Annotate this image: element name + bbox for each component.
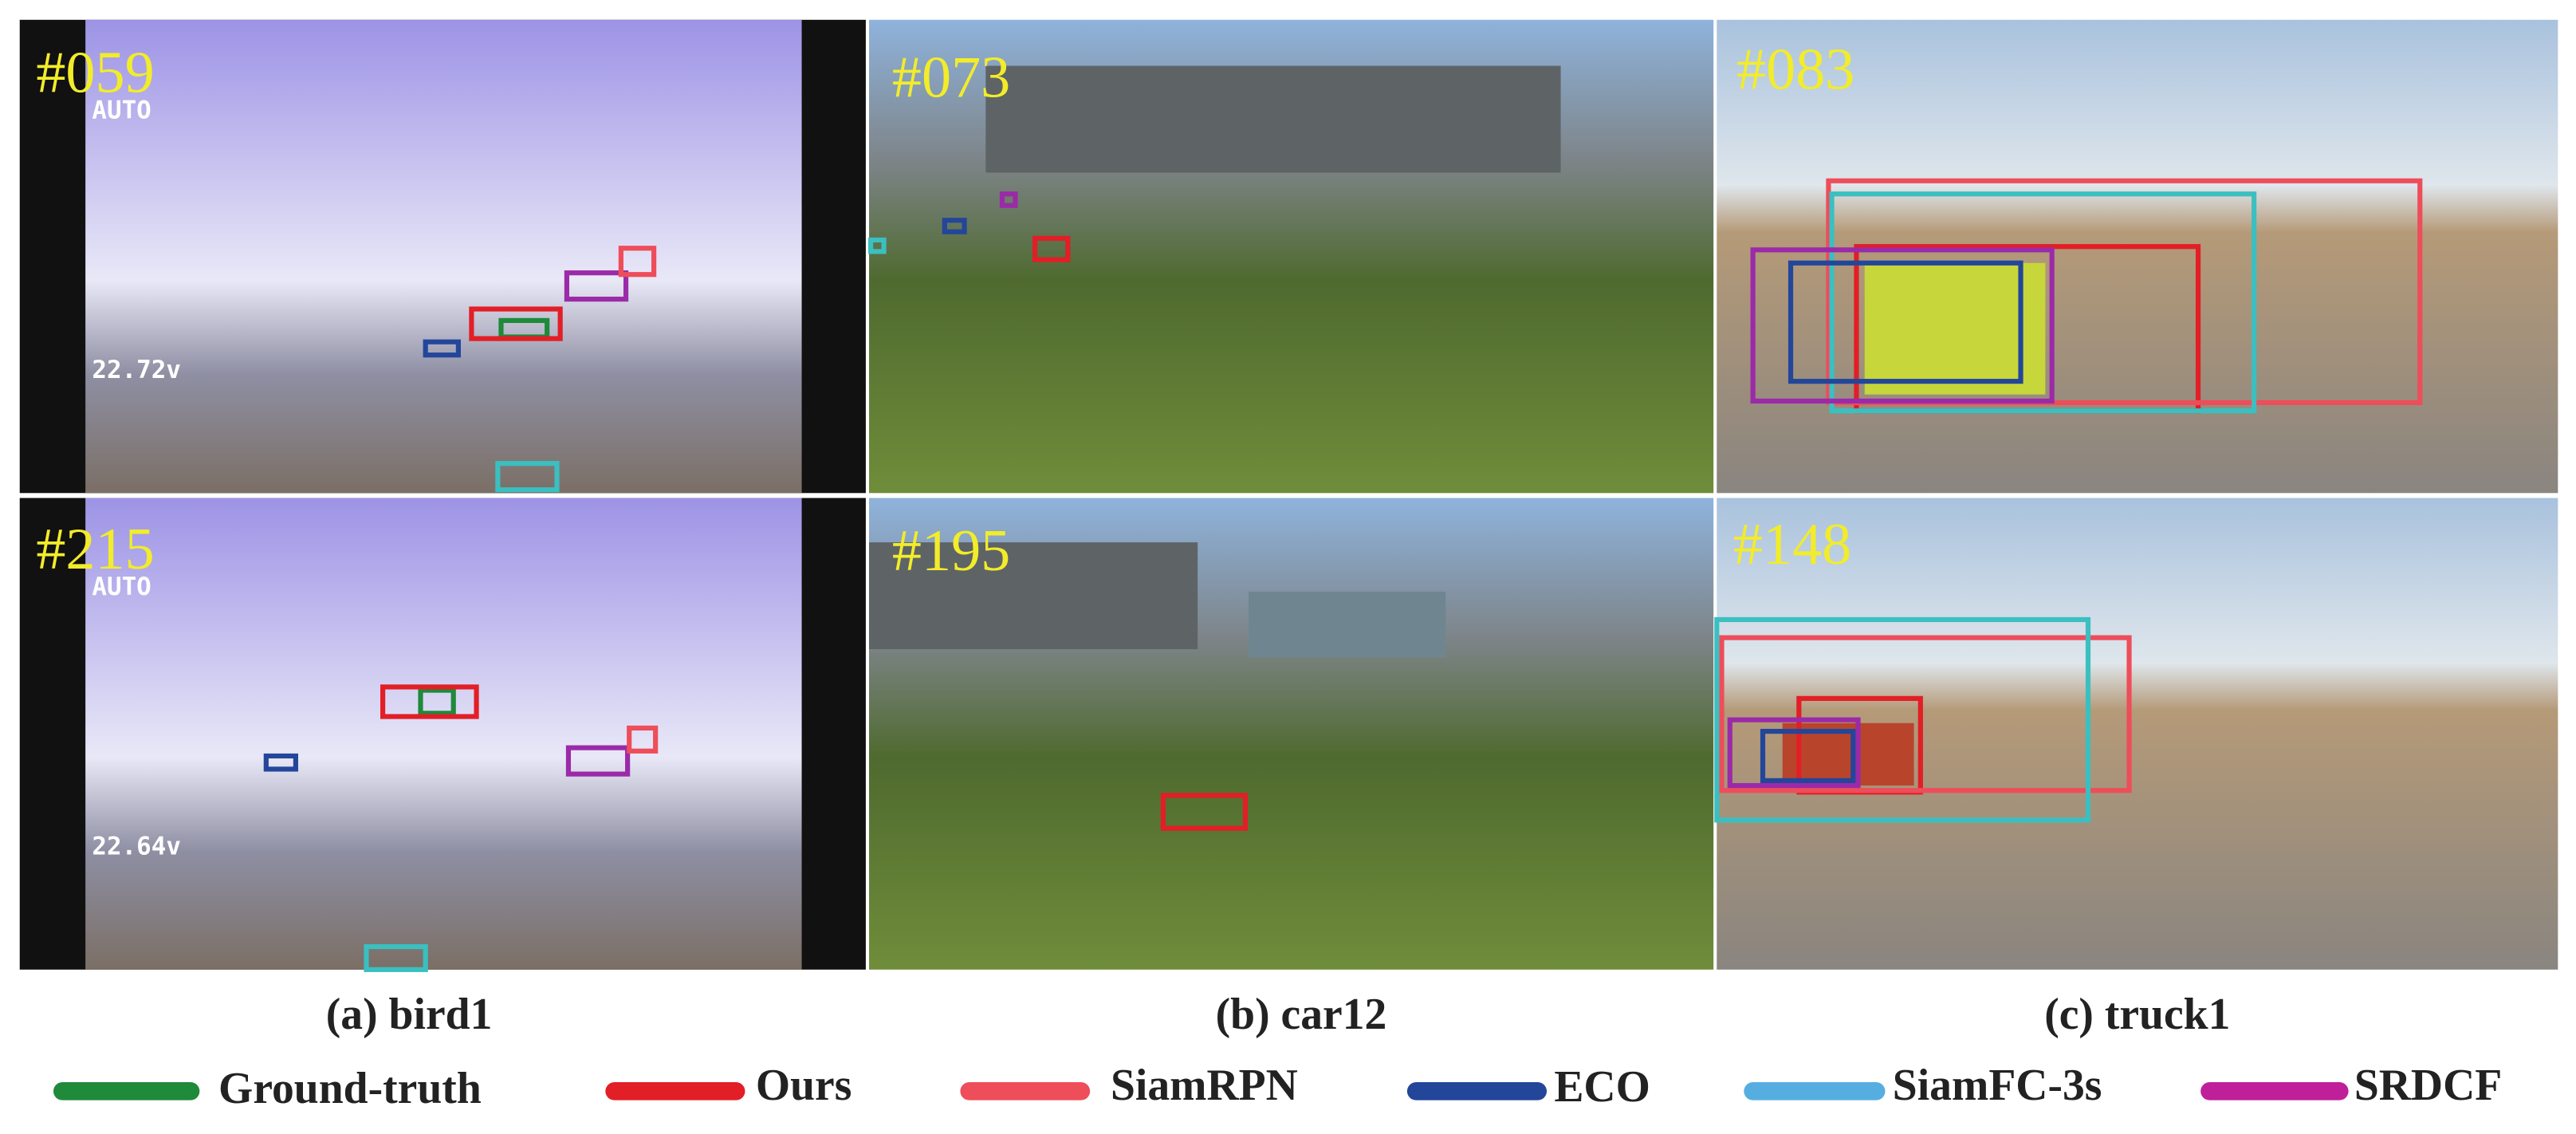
osd: AUTO: [92, 96, 151, 124]
box-eco: [1787, 260, 2023, 384]
frame-number: #083: [1736, 37, 1854, 102]
box-srdcf: [1727, 717, 1861, 789]
box-siamfc: [364, 943, 428, 972]
building: [985, 65, 1561, 173]
box-gt: [418, 687, 456, 716]
frame-number: #059: [36, 40, 154, 105]
panel-car12: #073 #195 (b) car12: [868, 19, 1714, 1039]
box-siamfc: [495, 461, 560, 493]
image: [85, 19, 802, 494]
frame-number: #215: [36, 517, 154, 582]
box-ours: [1160, 793, 1249, 831]
box-siamfc: [1829, 191, 2257, 414]
box-ours: [380, 684, 479, 719]
osd: 22.72v: [92, 356, 181, 384]
box-srdcf: [564, 270, 629, 302]
box-srdcf: [565, 745, 631, 777]
legend-label: Ground-truth: [218, 1064, 482, 1113]
legend-label: ECO: [1554, 1062, 1650, 1112]
frame-number: #195: [892, 518, 1010, 584]
osd: AUTO: [92, 573, 151, 601]
box-siamrpn: [1826, 178, 2423, 406]
osd: 22.64v: [92, 833, 181, 861]
box-ours: [469, 306, 563, 341]
box-siamrpn: [1719, 635, 2132, 793]
box-eco: [423, 339, 461, 358]
legend-label: Ours: [756, 1061, 852, 1110]
legend-label: SiamFC-3s: [1893, 1061, 2102, 1110]
legend-label: SiamRPN: [1111, 1061, 1298, 1110]
panel-bird1: AUTO 22.72v AUTO 22.64v #059 #215 (a) bi…: [19, 19, 866, 1039]
frame-number: #073: [892, 45, 1010, 111]
building: [869, 542, 1198, 650]
box-siamfc: [1714, 616, 2091, 823]
building: [1249, 591, 1446, 658]
box-siamrpn: [627, 725, 659, 754]
caption: (b) car12: [1216, 990, 1387, 1039]
box-srdcf: [1750, 247, 2055, 404]
frame-number: #148: [1733, 512, 1851, 577]
box-eco: [263, 753, 298, 772]
box-siamrpn: [618, 246, 657, 278]
image: [85, 498, 802, 970]
caption: (c) truck1: [2044, 990, 2230, 1039]
box-srdcf: [999, 191, 1018, 208]
truck: [1864, 262, 2046, 395]
legend: Ground-truth Ours SiamRPN ECO SiamFC-3s …: [53, 1061, 2502, 1113]
box-siamfc: [868, 237, 887, 254]
box-ours: [1032, 235, 1071, 262]
panel-truck1: #083 #148 (c) truck1: [1714, 19, 2558, 1039]
legend-label: SRDCF: [2354, 1061, 2502, 1110]
box-eco: [1760, 728, 1856, 783]
box-eco: [942, 218, 967, 234]
caption: (a) bird1: [326, 990, 493, 1039]
